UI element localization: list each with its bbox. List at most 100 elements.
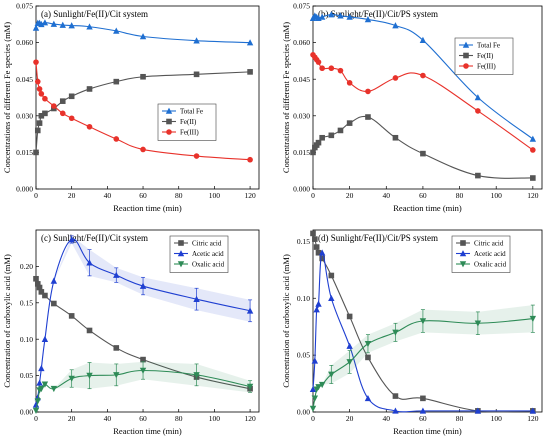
- y-tick-label: 0.00: [297, 408, 310, 417]
- data-point: [246, 39, 254, 46]
- x-tick-label: 40: [104, 191, 112, 200]
- data-point: [193, 71, 200, 78]
- series-fe-iii-: [33, 59, 253, 163]
- plot-frame: [35, 229, 260, 413]
- data-point: [530, 175, 536, 181]
- data-point: [529, 315, 537, 323]
- y-axis-title: Concentration of carboxylic acid (mM): [2, 254, 12, 388]
- data-point: [38, 289, 45, 295]
- data-point: [50, 20, 58, 27]
- data-point: [529, 135, 537, 142]
- data-point: [420, 395, 426, 402]
- data-point: [59, 21, 66, 28]
- y-tick-label: 0.015: [293, 148, 310, 157]
- series-fe-ii-: [310, 114, 536, 181]
- data-point: [420, 72, 426, 79]
- data-point: [113, 136, 120, 142]
- data-point: [139, 367, 147, 374]
- plot-frame: [312, 229, 543, 413]
- data-point: [346, 359, 353, 366]
- data-point: [36, 86, 43, 92]
- data-point: [140, 356, 146, 363]
- series-total-fe: [32, 19, 254, 46]
- data-point: [247, 156, 253, 163]
- legend-marker: [460, 240, 466, 246]
- data-point: [318, 381, 326, 389]
- data-point: [113, 27, 120, 34]
- legend: Total Fe Fe(II) Fe(III): [157, 103, 217, 141]
- x-axis-title: Reaction time (min): [393, 426, 462, 436]
- x-tick-label: 80: [456, 414, 464, 423]
- data-point: [337, 12, 344, 19]
- legend-label: Citric acid: [192, 240, 222, 248]
- data-point: [86, 86, 93, 92]
- data-point: [34, 78, 41, 85]
- data-point: [59, 98, 66, 104]
- y-tick-label: 0.15: [297, 237, 310, 246]
- data-point: [34, 127, 41, 134]
- data-point: [86, 259, 93, 266]
- x-tick-label: 0: [311, 414, 315, 423]
- y-tick-label: 0.10: [297, 294, 310, 303]
- panel-title: (c) Sunlight/Fe(II)/Cit system: [41, 233, 148, 243]
- data-point: [41, 381, 49, 388]
- data-point: [193, 372, 200, 379]
- data-point: [68, 93, 75, 100]
- data-point: [38, 113, 45, 119]
- legend-label: Total Fe: [180, 108, 203, 116]
- x-axis-title: Reaction time (min): [393, 203, 462, 213]
- series-line: [35, 22, 251, 44]
- data-point: [38, 385, 45, 393]
- data-point: [318, 13, 326, 20]
- data-point: [41, 19, 49, 26]
- legend-marker: [463, 52, 469, 59]
- data-point: [364, 16, 372, 23]
- x-tick-label: 20: [346, 191, 354, 200]
- data-point: [346, 313, 353, 320]
- data-point: [319, 134, 325, 141]
- data-point: [312, 236, 318, 242]
- legend-marker: [177, 250, 185, 257]
- data-point: [328, 11, 335, 18]
- data-point: [328, 132, 335, 139]
- legend-label: Fe(II): [477, 52, 494, 60]
- x-tick-label: 100: [209, 191, 221, 200]
- x-tick-label: 100: [209, 414, 221, 423]
- data-point: [139, 33, 147, 40]
- y-tick-label: 0.00: [20, 408, 33, 417]
- legend-marker: [166, 129, 172, 135]
- series-oxalic-acid: [32, 361, 254, 414]
- data-point: [193, 37, 200, 44]
- legend-marker: [166, 118, 172, 125]
- data-point: [113, 345, 120, 351]
- data-point: [68, 313, 75, 319]
- legend: Citric acid Acetic acid Oxalic acid: [169, 235, 229, 273]
- data-point: [392, 75, 399, 81]
- panel-title: (b) Sunlight/Fe(II)/Cit/PS system: [318, 9, 438, 19]
- data-point: [364, 340, 372, 348]
- data-point: [32, 24, 40, 31]
- y-tick-label: 0.15: [20, 298, 33, 307]
- series-oxalic-acid: [309, 304, 537, 412]
- data-point: [34, 398, 41, 405]
- data-point: [474, 407, 482, 414]
- data-point: [419, 318, 427, 325]
- data-point: [193, 153, 200, 159]
- legend-label: Fe(III): [180, 129, 199, 137]
- data-point: [474, 320, 482, 327]
- data-point: [42, 95, 48, 102]
- data-point: [365, 114, 371, 120]
- x-tick-label: 0: [311, 191, 315, 200]
- y-tick-label: 0.10: [20, 335, 33, 344]
- legend-marker: [178, 240, 184, 246]
- data-point: [38, 91, 45, 97]
- y-tick-label: 0.045: [16, 75, 33, 84]
- data-point: [42, 110, 48, 117]
- data-point: [474, 94, 482, 101]
- data-point: [346, 80, 353, 86]
- legend-label: Acetic acid: [474, 250, 506, 258]
- y-tick-label: 0.20: [20, 262, 33, 271]
- data-point: [328, 65, 335, 72]
- data-point: [38, 364, 45, 372]
- data-point: [36, 284, 43, 291]
